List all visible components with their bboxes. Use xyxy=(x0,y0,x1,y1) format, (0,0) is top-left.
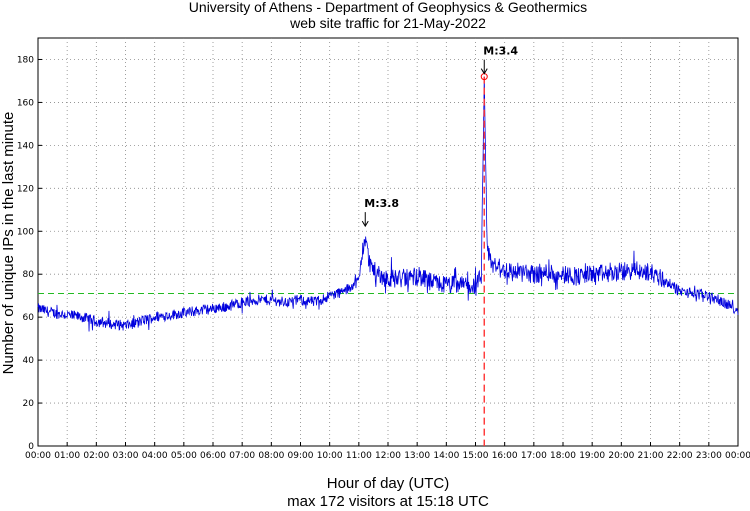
y-tick-label: 60 xyxy=(23,313,35,323)
chart-title: University of Athens - Department of Geo… xyxy=(189,0,587,15)
x-tick-label: 01:00 xyxy=(54,451,80,461)
y-axis-label: Number of unique IPs in the last minute xyxy=(0,112,17,375)
y-tick-label: 180 xyxy=(17,55,34,65)
y-tick-label: 40 xyxy=(23,356,35,366)
x-tick-label: 23:00 xyxy=(696,451,722,461)
x-tick-label: 05:00 xyxy=(171,451,197,461)
x-axis-label: Hour of day (UTC) xyxy=(327,475,450,492)
x-tick-label: 10:00 xyxy=(317,451,343,461)
x-tick-label: 08:00 xyxy=(258,451,284,461)
x-tick-label: 00:00 xyxy=(25,451,51,461)
annotation-arrowhead xyxy=(480,68,488,75)
x-tick-label: 02:00 xyxy=(83,451,109,461)
y-tick-label: 20 xyxy=(23,399,35,409)
x-tick-label: 20:00 xyxy=(608,451,634,461)
x-tick-label: 09:00 xyxy=(288,451,314,461)
y-tick-label: 140 xyxy=(17,141,34,151)
y-tick-label: 0 xyxy=(28,442,34,452)
x-tick-label: 13:00 xyxy=(404,451,430,461)
y-tick-label: 80 xyxy=(23,270,35,280)
y-tick-label: 160 xyxy=(17,98,34,108)
footer-max-text: max 172 visitors at 15:18 UTC xyxy=(287,493,489,510)
y-tick-label: 120 xyxy=(17,184,34,194)
x-tick-label: 12:00 xyxy=(375,451,401,461)
y-tick-label: 100 xyxy=(17,227,34,237)
x-tick-label: 17:00 xyxy=(521,451,547,461)
x-tick-label: 06:00 xyxy=(200,451,226,461)
traffic-series-line xyxy=(37,76,739,332)
x-tick-label: 16:00 xyxy=(492,451,518,461)
annotation-label: M:3.8 xyxy=(364,197,399,210)
annotation-label: M:3.4 xyxy=(483,45,518,58)
x-tick-label: 14:00 xyxy=(433,451,459,461)
x-tick-label: 04:00 xyxy=(142,451,168,461)
annotation-arrowhead xyxy=(361,220,369,228)
x-tick-label: 15:00 xyxy=(463,451,489,461)
x-tick-label: 11:00 xyxy=(346,451,372,461)
x-tick-label: 00:00 xyxy=(725,451,750,461)
x-tick-label: 22:00 xyxy=(667,451,693,461)
x-tick-label: 18:00 xyxy=(550,451,576,461)
chart-subtitle: web site traffic for 21-May-2022 xyxy=(289,15,486,31)
x-tick-label: 21:00 xyxy=(638,451,664,461)
x-tick-label: 19:00 xyxy=(579,451,605,461)
x-tick-label: 07:00 xyxy=(229,451,255,461)
x-tick-label: 03:00 xyxy=(113,451,139,461)
